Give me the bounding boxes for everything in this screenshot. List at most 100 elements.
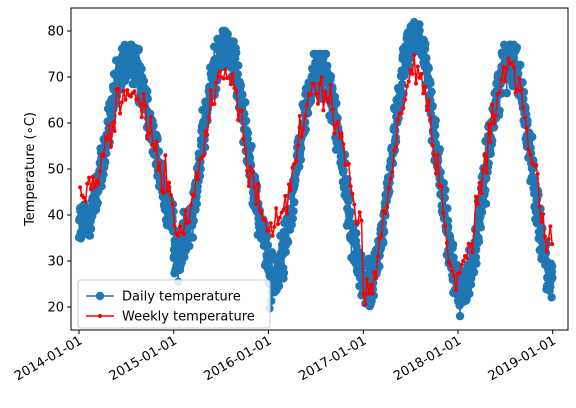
data-point (408, 67, 413, 72)
y-tick-label: 20 (47, 301, 64, 316)
data-point (203, 129, 208, 134)
data-point (128, 94, 133, 99)
data-point (138, 101, 142, 106)
data-point (423, 84, 428, 89)
data-point (208, 88, 213, 93)
data-point (123, 97, 128, 102)
data-point (512, 64, 517, 69)
data-point (323, 61, 332, 71)
data-point (301, 117, 310, 127)
data-point (279, 268, 289, 278)
data-point (170, 202, 175, 207)
data-point (533, 163, 538, 168)
y-tick-label: 50 (47, 163, 64, 178)
data-point (546, 237, 551, 242)
data-point (415, 64, 420, 69)
data-point (90, 174, 95, 179)
data-point (550, 242, 555, 247)
data-point (384, 204, 389, 209)
data-point (486, 149, 495, 159)
data-point (165, 188, 170, 193)
data-point (236, 118, 241, 123)
data-point (141, 92, 146, 97)
data-point (538, 224, 547, 233)
data-point (510, 61, 515, 66)
data-point (430, 143, 435, 148)
data-point (427, 87, 436, 96)
data-point (522, 115, 527, 120)
data-point (410, 71, 415, 76)
data-point (281, 207, 286, 212)
data-point (305, 103, 310, 108)
data-point (394, 144, 399, 149)
data-point (239, 108, 244, 113)
legend-marker-daily (95, 291, 105, 301)
data-point (223, 67, 228, 72)
data-point (476, 223, 486, 232)
data-point (468, 242, 473, 247)
data-point (312, 82, 317, 87)
data-point (86, 224, 96, 234)
data-point (93, 198, 102, 208)
data-point (528, 152, 533, 157)
data-point (297, 114, 302, 119)
data-point (78, 185, 83, 190)
data-point (350, 191, 355, 196)
data-point (236, 81, 246, 90)
data-point (364, 277, 369, 282)
data-point (274, 206, 279, 211)
data-point (374, 276, 379, 281)
data-point (326, 101, 331, 106)
data-point (459, 263, 464, 268)
legend-box (77, 279, 271, 329)
data-point (477, 207, 487, 217)
data-point (332, 99, 341, 108)
data-point (346, 207, 356, 217)
data-point (317, 81, 322, 86)
data-point (185, 241, 194, 251)
data-point (415, 20, 424, 29)
data-point (436, 168, 445, 177)
data-point (194, 171, 199, 176)
data-point (241, 98, 250, 107)
data-point (335, 119, 340, 124)
data-point (276, 221, 280, 226)
data-point (484, 170, 489, 175)
data-point (516, 60, 525, 70)
data-point (243, 134, 252, 144)
data-point (546, 282, 555, 292)
data-point (433, 171, 438, 176)
data-point (245, 168, 250, 173)
x-tick-label: 2017-01-01 (296, 333, 369, 384)
data-point (449, 253, 458, 262)
data-point (205, 132, 210, 137)
data-point (519, 88, 524, 93)
data-point (212, 101, 217, 106)
data-point (361, 292, 366, 297)
data-point (481, 167, 486, 172)
data-point (339, 131, 344, 136)
data-point (139, 76, 149, 86)
y-tick-label: 30 (47, 255, 64, 270)
data-point (537, 204, 542, 209)
data-point (493, 113, 498, 118)
data-point (352, 202, 357, 207)
data-point (405, 54, 414, 64)
data-point (488, 140, 493, 145)
legend-label-daily: Daily temperature (122, 290, 241, 305)
data-point (370, 291, 375, 296)
data-point (465, 289, 474, 299)
data-point (145, 136, 150, 141)
x-tick-label: 2018-01-01 (391, 333, 464, 384)
data-point (528, 132, 537, 142)
data-point (288, 214, 297, 223)
data-point (238, 90, 247, 99)
data-point (330, 92, 340, 102)
data-point (515, 87, 520, 92)
data-point (314, 91, 319, 96)
data-point (366, 291, 371, 296)
data-point (455, 311, 465, 321)
data-point (228, 82, 233, 87)
data-point (443, 216, 453, 225)
data-point (345, 194, 355, 204)
